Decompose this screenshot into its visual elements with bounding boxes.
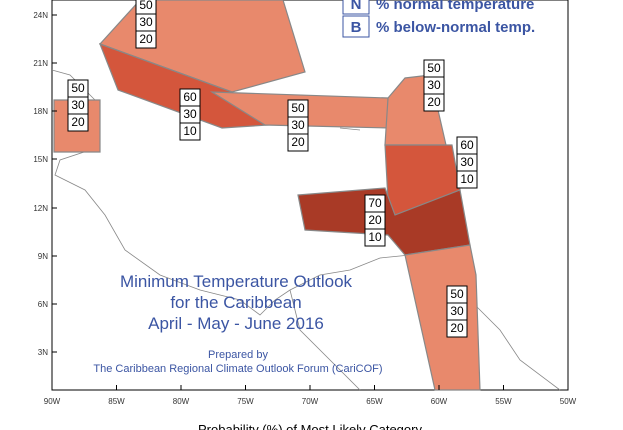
probability-label: 10: [460, 172, 474, 186]
lon-label: 55W: [495, 397, 512, 406]
probability-label: 20: [139, 32, 153, 46]
legend-text: % normal temperature: [376, 0, 534, 13]
lon-label: 50W: [560, 397, 577, 406]
lon-label: 60W: [431, 397, 448, 406]
lon-label: 65W: [366, 397, 383, 406]
label-box: [364, 228, 386, 247]
probability-label: 50: [291, 101, 305, 115]
axis-labels: 24N 21N 18N 15N 12N 9N 6N 3N 90W 85W 80W 75W 70W 65W 6…: [33, 11, 576, 406]
lon-label: 90W: [44, 397, 61, 406]
probability-labels: 50 30 20 60 30 10 50 30 20 50 30 20 50 30 20 60 30 10 70 20…: [67, 0, 478, 338]
probability-label: 30: [183, 107, 197, 121]
probability-label: 20: [427, 95, 441, 109]
prepared-by: Prepared by: [208, 349, 268, 361]
title-line: April - May - June 2016: [148, 314, 324, 333]
lon-label: 85W: [108, 397, 125, 406]
label-box: [135, 30, 157, 49]
probability-label: 30: [450, 304, 464, 318]
lat-label: 9N: [38, 252, 48, 261]
label-box: [456, 170, 478, 189]
probability-label: 30: [291, 118, 305, 132]
region: [98, 42, 270, 129]
label-box: [287, 133, 309, 152]
probability-label: 20: [291, 135, 305, 149]
title-line: for the Caribbean: [170, 293, 301, 312]
probability-label: 30: [71, 98, 85, 112]
probability-label: 50: [450, 287, 464, 301]
probability-label: 60: [460, 138, 474, 152]
title-line: Minimum Temperature Outlook: [120, 272, 353, 291]
probability-label: 50: [427, 61, 441, 75]
probability-label: 50: [139, 0, 153, 12]
probability-label: 20: [450, 321, 464, 335]
legend-box: [342, 15, 370, 38]
lat-label: 6N: [38, 300, 48, 309]
lon-label: 80W: [173, 397, 190, 406]
legend-box: [342, 0, 370, 15]
legend-letter: N: [351, 0, 362, 13]
organization: The Caribbean Regional Climate Outlook F…: [93, 363, 382, 375]
lat-label: 12N: [33, 204, 48, 213]
label-box: [446, 319, 468, 338]
lat-label: 18N: [33, 107, 48, 116]
probability-label: 10: [368, 230, 382, 244]
lat-label: 21N: [33, 59, 48, 68]
legend-text: % below-normal temp.: [376, 19, 535, 36]
probability-label: 30: [427, 78, 441, 92]
probability-label: 10: [183, 124, 197, 138]
label-box: [423, 93, 445, 112]
lat-label: 15N: [33, 155, 48, 164]
x-caption: Probability (%) of Most Likely Category: [198, 422, 422, 430]
probability-label: 30: [139, 15, 153, 29]
legend: N % normal temperature B % below-normal tem…: [342, 0, 535, 38]
lat-label: 3N: [38, 348, 48, 357]
probability-label: 50: [71, 81, 85, 95]
lon-label: 75W: [237, 397, 254, 406]
probability-label: 20: [368, 213, 382, 227]
probability-label: 60: [183, 90, 197, 104]
legend-letter: B: [351, 19, 362, 36]
lon-label: 70W: [302, 397, 319, 406]
region: [404, 244, 481, 391]
label-box: [67, 113, 89, 132]
probability-label: 70: [368, 196, 382, 210]
lat-label: 24N: [33, 11, 48, 20]
label-box: [179, 122, 201, 141]
probability-label: 20: [71, 115, 85, 129]
probability-label: 30: [460, 155, 474, 169]
